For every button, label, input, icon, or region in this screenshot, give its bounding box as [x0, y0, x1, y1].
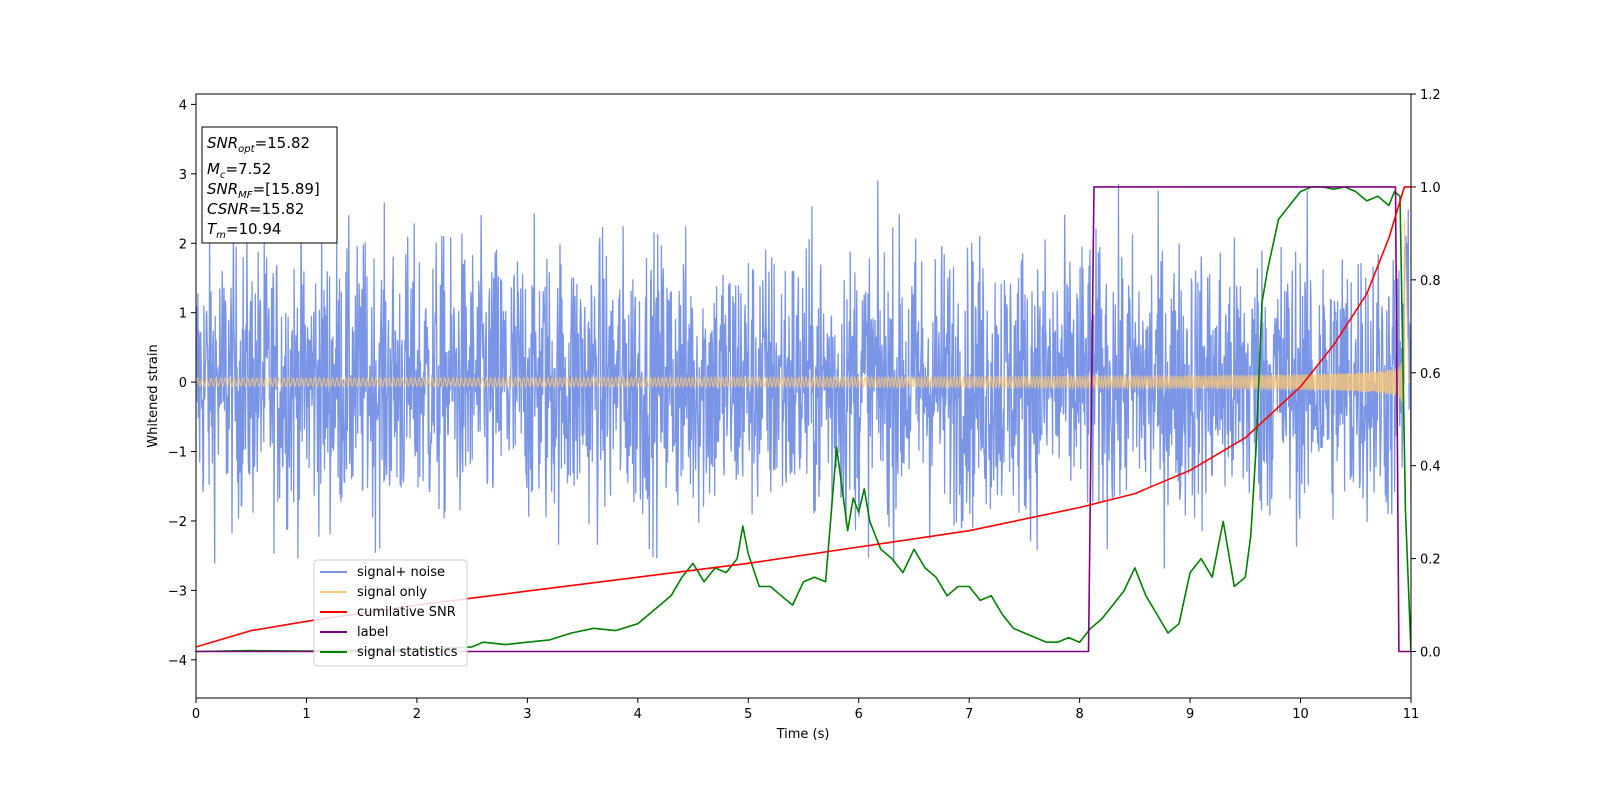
x-tick-label: 4 — [634, 707, 642, 722]
info-snr-mf: =[15.89] — [253, 180, 320, 198]
plot-frame — [195, 93, 1412, 699]
y-right-tick-label: 0.2 — [1420, 553, 1441, 568]
x-tick-label: 10 — [1292, 707, 1309, 722]
y-left-tick-label: −1 — [168, 446, 187, 461]
x-tick-label: 9 — [1186, 707, 1194, 722]
y-left-tick-label: −4 — [168, 654, 187, 669]
legend-label-cumulative-snr: cumilative SNR — [357, 605, 456, 620]
y-axis-label-left: Whitened strain — [146, 344, 161, 447]
x-axis-label: Time (s) — [776, 727, 830, 742]
info-mc: =7.52 — [225, 160, 271, 178]
y-right-tick-label: 0.8 — [1420, 274, 1441, 289]
y-right-tick-label: 0.6 — [1420, 367, 1441, 382]
svg-text:SNRMF=[15.89]: SNRMF=[15.89] — [207, 180, 320, 201]
svg-text:SNRopt=15.82: SNRopt=15.82 — [207, 134, 310, 155]
svg-text:CSNR=15.82: CSNR=15.82 — [207, 200, 304, 218]
x-tick-label: 0 — [192, 707, 200, 722]
y-left-tick-label: 2 — [179, 237, 187, 252]
legend-label-signal-only: signal only — [357, 585, 427, 600]
legend-label-signal-statistics: signal statistics — [357, 645, 458, 660]
y-left-tick-label: 3 — [179, 168, 187, 183]
info-snr-opt: =15.82 — [255, 134, 311, 152]
info-csnr: =15.82 — [249, 200, 305, 218]
series-signal-statistics — [196, 186, 1411, 653]
x-tick-label: 6 — [855, 707, 863, 722]
y-right-tick-label: 1.0 — [1420, 181, 1441, 196]
y-right-tick-label: 0.0 — [1420, 646, 1441, 661]
legend: signal+ noise signal only cumilative SNR… — [313, 559, 468, 667]
x-tick-label: 1 — [302, 707, 310, 722]
y-left-tick-label: 4 — [179, 98, 187, 113]
x-tick-label: 3 — [523, 707, 531, 722]
svg-text:Tm=10.94: Tm=10.94 — [207, 220, 281, 241]
y-left-tick-label: −2 — [168, 515, 187, 530]
series-label — [196, 186, 1411, 653]
y-left-tick-label: 0 — [179, 376, 187, 391]
y-right-tick-label: 1.2 — [1420, 88, 1441, 103]
y-left-tick-label: −3 — [168, 584, 187, 599]
series-signal-only — [196, 219, 1411, 407]
legend-label-signal-noise: signal+ noise — [357, 565, 445, 580]
x-tick-label: 11 — [1403, 707, 1420, 722]
x-tick-label: 8 — [1075, 707, 1083, 722]
legend-label-label: label — [357, 625, 388, 640]
axes: 0 1 2 3 4 5 6 7 8 9 10 11 −4 −3 −2 −1 0 1 2 3 4 0.0 0.2 0.4 0.6 0… — [168, 88, 1441, 722]
x-tick-label: 5 — [744, 707, 752, 722]
series-signal-noise — [196, 180, 1411, 569]
info-tm: =10.94 — [226, 220, 282, 238]
x-tick-label: 2 — [413, 707, 421, 722]
info-box: SNRopt=15.82 Mc=7.52 SNRMF=[15.89] CSNR=… — [201, 126, 338, 244]
svg-text:Mc=7.52: Mc=7.52 — [207, 160, 271, 181]
y-left-tick-label: 1 — [179, 307, 187, 322]
y-right-tick-label: 0.4 — [1420, 460, 1441, 475]
x-tick-label: 7 — [965, 707, 973, 722]
